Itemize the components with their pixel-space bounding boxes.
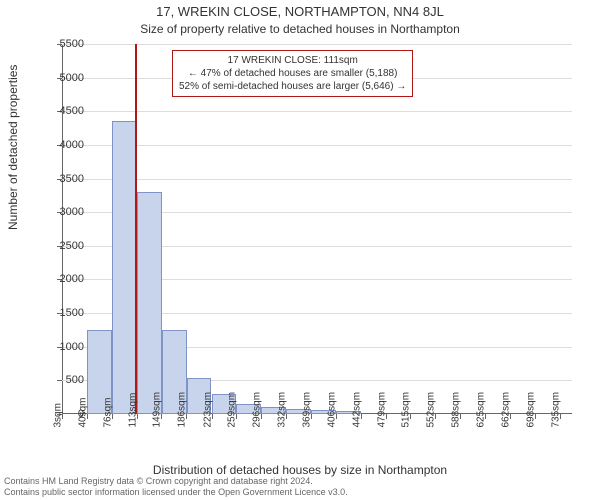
gridline: [62, 145, 572, 146]
histogram-bar: [137, 192, 162, 414]
plot-area: 17 WREKIN CLOSE: 111sqm ← 47% of detache…: [62, 44, 572, 414]
annotation-line-1: 17 WREKIN CLOSE: 111sqm: [179, 54, 406, 67]
y-tick-label: 500: [34, 374, 84, 386]
footer-line-2: Contains public sector information licen…: [4, 487, 348, 498]
annotation-line-3: 52% of semi-detached houses are larger (…: [179, 80, 406, 93]
y-tick-label: 5000: [34, 72, 84, 84]
y-tick-label: 3000: [34, 206, 84, 218]
y-tick-label: 5500: [34, 38, 84, 50]
y-tick-label: 3500: [34, 173, 84, 185]
gridline: [62, 111, 572, 112]
gridline: [62, 44, 572, 45]
annotation-line-2: ← 47% of detached houses are smaller (5,…: [179, 67, 406, 80]
y-tick-label: 4500: [34, 105, 84, 117]
annotation-box: 17 WREKIN CLOSE: 111sqm ← 47% of detache…: [172, 50, 413, 97]
histogram-bar: [112, 121, 137, 414]
y-axis-line: [62, 44, 63, 414]
y-tick-label: 2500: [34, 240, 84, 252]
chart-title: 17, WREKIN CLOSE, NORTHAMPTON, NN4 8JL: [0, 4, 600, 19]
plot-inner: [62, 44, 572, 414]
y-tick-label: 1000: [34, 341, 84, 353]
y-tick-label: 4000: [34, 139, 84, 151]
marker-line: [135, 44, 137, 414]
chart-subtitle: Size of property relative to detached ho…: [0, 22, 600, 36]
footer: Contains HM Land Registry data © Crown c…: [4, 476, 348, 499]
gridline: [62, 179, 572, 180]
chart-container: 17, WREKIN CLOSE, NORTHAMPTON, NN4 8JL S…: [0, 0, 600, 500]
y-tick-label: 1500: [34, 307, 84, 319]
y-axis-label: Number of detached properties: [6, 65, 20, 230]
y-tick-label: 2000: [34, 273, 84, 285]
footer-line-1: Contains HM Land Registry data © Crown c…: [4, 476, 348, 487]
